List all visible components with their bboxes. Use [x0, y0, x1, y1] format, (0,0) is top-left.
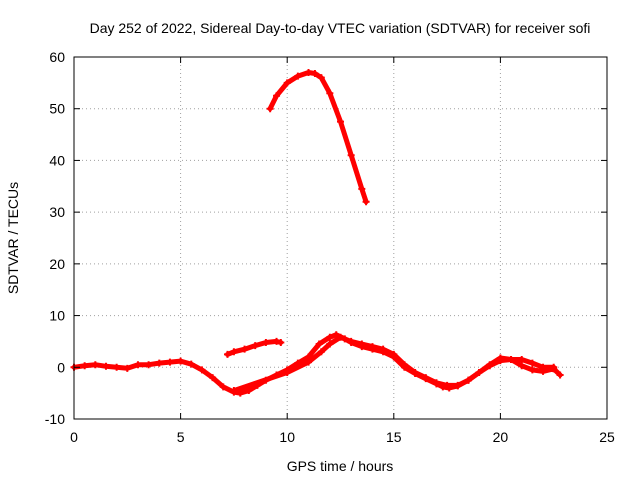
data-point: [81, 362, 89, 370]
data-point: [411, 368, 419, 376]
data-point: [326, 89, 334, 97]
data-point: [358, 185, 366, 193]
y-tick-label: 20: [49, 256, 65, 272]
data-point: [507, 356, 515, 364]
data-point: [219, 383, 227, 391]
data-point: [475, 368, 483, 376]
data-point: [91, 361, 99, 369]
data-point: [368, 343, 376, 351]
data-layer: [70, 69, 564, 397]
data-point: [230, 348, 238, 356]
data-point: [145, 361, 153, 369]
data-point: [166, 358, 174, 366]
data-point: [464, 376, 472, 384]
data-point: [528, 366, 536, 374]
data-point: [262, 338, 270, 346]
data-point: [123, 364, 131, 372]
data-point: [305, 358, 313, 366]
data-point: [277, 338, 285, 346]
data-point: [294, 72, 302, 80]
data-point: [432, 379, 440, 387]
x-tick-label: 15: [386, 429, 402, 445]
data-point: [556, 371, 564, 379]
data-point: [379, 345, 387, 353]
data-point: [305, 69, 313, 77]
data-point: [400, 361, 408, 369]
x-tick-label: 10: [279, 429, 295, 445]
data-point: [486, 361, 494, 369]
data-point: [443, 381, 451, 389]
data-point: [528, 359, 536, 367]
data-point: [454, 381, 462, 389]
data-point: [358, 340, 366, 348]
y-tick-label: 10: [49, 308, 65, 324]
x-tick-label: 5: [177, 429, 185, 445]
grid: [74, 57, 607, 419]
y-tick-label: 0: [57, 359, 65, 375]
data-point: [326, 340, 334, 348]
data-point: [337, 333, 344, 341]
x-tick-label: 25: [599, 429, 615, 445]
data-point: [518, 356, 526, 364]
data-point: [134, 361, 142, 369]
data-point: [273, 337, 281, 345]
data-point: [347, 151, 355, 159]
data-point: [539, 363, 547, 371]
data-point: [550, 363, 558, 371]
data-series: [224, 337, 285, 358]
data-point: [245, 387, 253, 395]
y-axis-label: SDTVAR / TECUs: [5, 182, 21, 294]
y-tick-label: 60: [49, 49, 65, 65]
data-point: [177, 357, 185, 365]
data-point: [266, 105, 274, 113]
data-point: [496, 354, 504, 362]
data-point: [326, 333, 334, 341]
data-point: [317, 348, 325, 356]
data-point: [315, 340, 323, 348]
data-point: [155, 359, 163, 367]
data-point: [198, 366, 206, 374]
y-tick-label: 40: [49, 152, 65, 168]
data-point: [311, 70, 319, 78]
axes: 0 5 10 15 20 25 -10 0 10 20 30 40 50 60: [45, 49, 615, 445]
y-tick-label: 30: [49, 204, 65, 220]
series-trace: [267, 70, 369, 205]
data-point: [187, 360, 195, 368]
y-tick-label: -10: [45, 411, 65, 427]
data-series: [266, 69, 370, 206]
data-point: [251, 342, 259, 350]
data-point: [422, 374, 430, 382]
x-tick-label: 20: [493, 429, 509, 445]
data-point: [224, 350, 232, 358]
data-point: [241, 345, 249, 353]
chart-title: Day 252 of 2022, Sidereal Day-to-day VTE…: [90, 20, 591, 36]
data-point: [283, 79, 291, 87]
data-point: [362, 198, 370, 206]
data-point: [283, 368, 291, 376]
data-point: [518, 362, 526, 370]
data-point: [337, 118, 344, 126]
data-point: [102, 362, 110, 370]
x-tick-label: 0: [70, 429, 78, 445]
x-axis-label: GPS time / hours: [287, 458, 394, 474]
data-point: [347, 337, 355, 345]
data-series: [230, 333, 558, 395]
data-point: [209, 374, 217, 382]
data-point: [230, 387, 238, 395]
data-point: [113, 363, 121, 371]
y-tick-label: 50: [49, 101, 65, 117]
data-point: [317, 74, 325, 82]
data-point: [273, 92, 281, 100]
plot-frame: [73, 56, 608, 420]
data-point: [390, 350, 398, 358]
